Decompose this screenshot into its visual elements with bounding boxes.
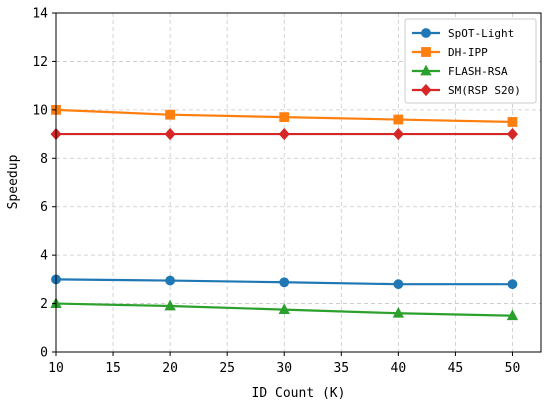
data-point: [393, 279, 404, 290]
data-point: [506, 127, 519, 141]
y-tick-label: 12: [32, 55, 48, 70]
data-point: [278, 127, 290, 141]
data-point: [393, 114, 404, 125]
series-spot-light: [51, 274, 518, 290]
x-tick-label: 20: [162, 361, 178, 376]
legend-marker: [421, 47, 431, 57]
x-tick-label: 25: [219, 361, 235, 376]
data-point: [506, 309, 519, 321]
x-tick-label: 15: [105, 361, 121, 376]
axis-ticks: 10 15 20 25 30 35 40 45 50 0 2 4 6 8 10 12 14: [32, 7, 520, 377]
legend-item: DH-IPP: [412, 46, 488, 59]
data-point: [279, 277, 290, 288]
x-tick-label: 40: [391, 361, 407, 376]
x-tick-label: 45: [448, 361, 464, 376]
legend-item: SM(RSP S20): [412, 83, 521, 97]
data-point: [279, 112, 290, 123]
y-tick-label: 14: [32, 7, 48, 22]
series-sm-rsp-s20: [50, 127, 519, 141]
series-flash-rsa: [50, 297, 519, 321]
series-dh-ipp: [51, 104, 518, 127]
data-point: [165, 109, 176, 120]
x-tick-label: 35: [333, 361, 349, 376]
data-point: [164, 127, 176, 141]
legend-label: DH-IPP: [448, 46, 488, 59]
data-point: [507, 279, 518, 290]
legend-item: SpOT-Light: [412, 27, 514, 40]
y-tick-label: 4: [40, 249, 48, 264]
legend-marker: [421, 28, 431, 38]
x-tick-label: 30: [276, 361, 292, 376]
legend-label: FLASH-RSA: [448, 65, 508, 78]
data-point: [278, 303, 290, 315]
y-tick-label: 10: [32, 103, 48, 118]
plot-frame: [55, 12, 542, 353]
data-point: [392, 127, 404, 141]
legend-box: [404, 18, 537, 104]
data-point: [507, 117, 518, 127]
legend: SpOT-Light DH-IPP FLASH-RSA SM(RSP S20): [404, 18, 537, 104]
x-tick-label: 10: [48, 361, 64, 376]
legend-marker: [420, 64, 432, 76]
legend-label: SpOT-Light: [448, 27, 514, 40]
legend-label: SM(RSP S20): [448, 84, 521, 97]
legend-item: FLASH-RSA: [412, 64, 508, 78]
data-point: [165, 275, 176, 286]
y-tick-label: 6: [40, 200, 48, 215]
y-tick-label: 2: [40, 297, 48, 312]
data-point: [164, 299, 176, 311]
y-tick-label: 8: [40, 152, 48, 167]
x-axis-label: ID Count (K): [252, 386, 346, 401]
x-tick-label: 50: [505, 361, 521, 376]
data-point: [392, 306, 405, 318]
legend-marker: [420, 83, 432, 97]
y-axis-label: Speedup: [6, 154, 21, 209]
y-tick-label: 0: [40, 346, 48, 361]
